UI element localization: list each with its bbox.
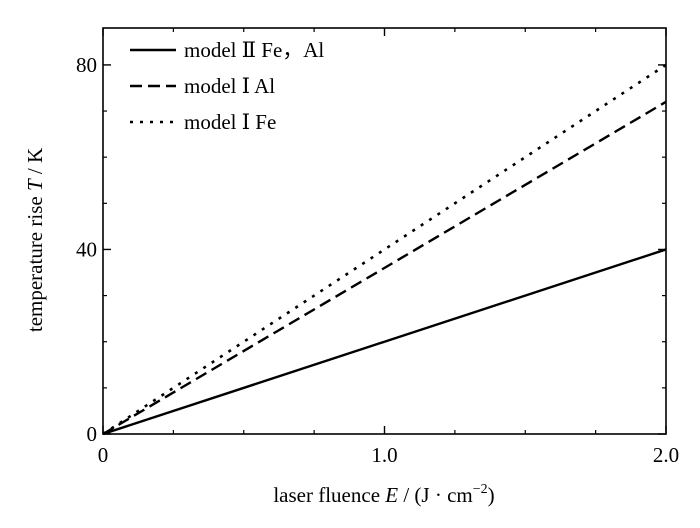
- legend-label: model Ⅱ Fe，Al: [184, 38, 324, 62]
- y-axis-label-var: T: [23, 178, 47, 191]
- series-line-dotted: [102, 63, 667, 436]
- x-tick-label: 2.0: [653, 443, 679, 467]
- y-tick-label: 0: [87, 422, 98, 446]
- legend: model Ⅱ Fe，Al model Ⅰ Al model Ⅰ Fe: [130, 38, 324, 134]
- legend-label: model Ⅰ Al: [184, 74, 275, 98]
- y-axis-label-main: temperature rise: [23, 191, 47, 332]
- y-axis-label-unit: / K: [23, 148, 47, 180]
- x-axis-label-close: ): [488, 483, 495, 507]
- x-tick-label: 0: [98, 443, 109, 467]
- x-axis-label: laser fluence E / (J · cm−2): [273, 482, 494, 507]
- x-axis-label-var: E: [384, 483, 398, 507]
- y-axis-label: temperature rise T / K: [23, 148, 47, 332]
- x-axis-label-unit: / (J · cm: [398, 483, 473, 507]
- y-tick-label: 40: [76, 237, 97, 261]
- x-axis-label-sup: −2: [473, 482, 488, 497]
- y-tick-label: 80: [76, 53, 97, 77]
- series-line-solid: [102, 248, 667, 436]
- series-group: [102, 63, 667, 436]
- series-line-dashed: [102, 100, 667, 436]
- ticks-group: 0 1.0 2.0 0 40 80: [76, 28, 679, 467]
- x-axis-label-main: laser fluence: [273, 483, 385, 507]
- legend-label: model Ⅰ Fe: [184, 110, 276, 134]
- x-tick-label: 1.0: [371, 443, 397, 467]
